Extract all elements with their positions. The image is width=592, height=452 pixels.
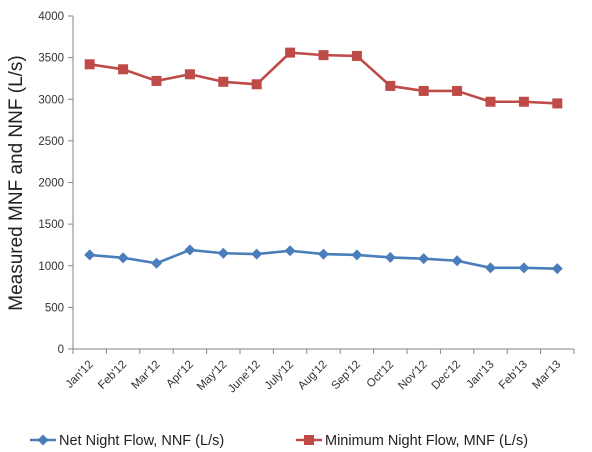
series-2-point bbox=[385, 80, 396, 91]
x-tick-label: Apr'12 bbox=[164, 359, 196, 391]
series-1-point bbox=[84, 249, 96, 261]
y-tick-label: 2000 bbox=[38, 178, 64, 190]
y-tick-label: 500 bbox=[45, 302, 64, 314]
series-1-point bbox=[351, 249, 363, 261]
series-2-point bbox=[552, 98, 563, 109]
series-2 bbox=[84, 47, 563, 109]
series-1-point bbox=[485, 262, 496, 274]
series-2-point bbox=[151, 75, 162, 86]
y-tick-label: 1000 bbox=[38, 261, 64, 273]
series-1-point bbox=[418, 253, 430, 265]
y-tick-label: 0 bbox=[58, 344, 64, 356]
legend-label: Minimum Night Flow, MNF (L/s) bbox=[325, 433, 528, 449]
x-tick-label: June'12 bbox=[226, 359, 263, 396]
x-tick-label: Oct'12 bbox=[365, 359, 397, 391]
x-tick-label: Jan'12 bbox=[64, 359, 96, 391]
x-tick-label: Feb'13 bbox=[497, 359, 530, 392]
x-tick-label: Aug'12 bbox=[296, 359, 330, 393]
legend: Net Night Flow, NNF (L/s) Minimum Night F… bbox=[30, 433, 528, 449]
series-1-point bbox=[318, 248, 329, 260]
series-1-point bbox=[551, 263, 563, 275]
x-tick-label: Mar'12 bbox=[130, 359, 163, 392]
x-tick-label: July'12 bbox=[263, 359, 297, 393]
series-2-point bbox=[251, 79, 262, 90]
series-2-point bbox=[218, 76, 229, 87]
series-1-point bbox=[151, 257, 162, 269]
x-tick-label: Feb'12 bbox=[96, 359, 129, 392]
y-tick-labels: 0 500 1000 1500 2000 2500 3000 3500 4000 bbox=[38, 11, 64, 356]
y-tick-label: 1500 bbox=[38, 219, 64, 231]
series-1-point bbox=[284, 245, 296, 257]
y-axis-label: Measured MNF and NNF (L/s) bbox=[6, 55, 27, 311]
legend-label: Net Night Flow, NNF (L/s) bbox=[59, 433, 224, 449]
y-tick-label: 2500 bbox=[38, 136, 64, 148]
legend-swatch-marker bbox=[304, 435, 314, 445]
series-1-point bbox=[384, 251, 396, 263]
y-tick-label: 4000 bbox=[38, 11, 64, 23]
series-1-point bbox=[518, 262, 530, 274]
series-2-point bbox=[351, 50, 362, 61]
x-tick-label: Sep'12 bbox=[329, 359, 363, 393]
x-tick-label: Nov'12 bbox=[396, 359, 430, 393]
legend-item-2: Minimum Night Flow, MNF (L/s) bbox=[296, 433, 528, 449]
x-tick-label: Dec'12 bbox=[430, 359, 464, 393]
x-tick-label: Mar'13 bbox=[530, 359, 563, 392]
y-tick-label: 3000 bbox=[38, 94, 64, 106]
legend-swatch-marker bbox=[37, 434, 49, 446]
series-1-point bbox=[184, 244, 196, 256]
series-2-point bbox=[418, 85, 429, 96]
series-2-point bbox=[118, 64, 129, 75]
series-2-point bbox=[485, 96, 496, 107]
series-2-point bbox=[518, 96, 529, 107]
series-1-point bbox=[451, 255, 463, 267]
x-tick-label: Jan'13 bbox=[464, 359, 496, 391]
series-1 bbox=[84, 244, 563, 275]
series-2-point bbox=[285, 47, 296, 58]
series-2-point bbox=[318, 50, 329, 61]
series-2-point bbox=[84, 59, 95, 70]
series-1-point bbox=[251, 248, 263, 260]
x-tick-label: May'12 bbox=[195, 359, 229, 393]
series-1-point bbox=[217, 247, 229, 259]
series-1-point bbox=[117, 252, 129, 264]
series-2-point bbox=[184, 69, 195, 80]
axes bbox=[68, 15, 575, 354]
series-2-point bbox=[452, 85, 463, 96]
legend-item-1: Net Night Flow, NNF (L/s) bbox=[30, 433, 224, 449]
y-tick-label: 3500 bbox=[38, 53, 64, 65]
series-group bbox=[84, 47, 563, 275]
